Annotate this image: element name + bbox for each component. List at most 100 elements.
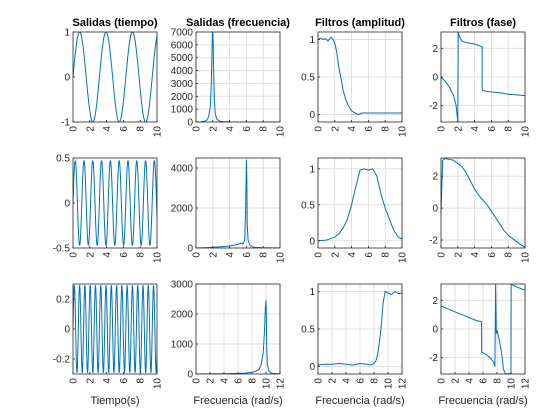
x-tick-label: 8 <box>259 126 270 132</box>
y-tick-label: 0.5 <box>301 200 315 211</box>
x-tick-label: 0 <box>437 252 448 258</box>
series-line-0 <box>318 36 402 115</box>
x-tick-label: 2 <box>453 252 464 258</box>
y-tick-label: -0.5 <box>53 244 71 255</box>
y-tick-label: -2 <box>429 236 438 247</box>
x-tick-label: 8 <box>504 252 515 258</box>
x-tick-label: 4 <box>470 126 481 132</box>
x-tick-label: 10 <box>521 126 532 138</box>
x-axis-label: Tiempo(s) <box>90 395 139 407</box>
plot-area <box>318 158 402 248</box>
x-tick-label: 4 <box>465 378 476 384</box>
y-tick-label: 2 <box>432 172 438 183</box>
y-tick-label: 1 <box>64 28 70 39</box>
y-tick-label: -2 <box>429 353 438 364</box>
series-line-0 <box>196 159 280 248</box>
x-tick-label: 0 <box>192 126 203 132</box>
x-tick-label: 8 <box>381 252 392 258</box>
y-tick-label: 2000 <box>171 310 194 321</box>
x-tick-label: 4 <box>347 252 358 258</box>
subplot-title: Salidas (tiempo) <box>73 17 158 29</box>
subplot-p5: 0 2 4 6 8 10-0.500.5 <box>53 154 164 264</box>
y-tick-label: 2000 <box>171 204 194 215</box>
y-tick-label: 0 <box>64 73 70 84</box>
series-line-0 <box>73 32 157 122</box>
subplot-p7: 0 2 4 6 8 1000.51 <box>301 157 409 264</box>
y-tick-label: 3000 <box>171 280 194 291</box>
x-tick-label: 2 <box>451 378 462 384</box>
y-tick-label: 5000 <box>171 53 194 64</box>
x-tick-label: 6 <box>364 252 375 258</box>
x-tick-label: 6 <box>119 252 130 258</box>
subplot-title: Filtros (fase) <box>450 17 516 29</box>
series-line-0 <box>441 284 525 374</box>
y-tick-label: -2 <box>429 101 438 112</box>
x-tick-label: 0 <box>314 378 325 384</box>
x-tick-label: 6 <box>242 126 253 132</box>
x-tick-label: 8 <box>370 378 381 384</box>
y-tick-label: 0.5 <box>301 325 315 336</box>
x-tick-label: 8 <box>381 126 392 132</box>
y-tick-label: 0 <box>187 244 193 255</box>
y-tick-label: 0 <box>309 236 315 247</box>
x-tick-label: 4 <box>220 378 231 384</box>
subplot-p2: 0 2 4 6 8 1001000200030004000500060007000Sali… <box>171 17 291 137</box>
x-tick-label: 6 <box>242 252 253 258</box>
y-tick-label: 6000 <box>171 40 194 51</box>
y-tick-label: 2 <box>432 44 438 55</box>
x-tick-label: 2 <box>453 126 464 132</box>
x-tick-label: 6 <box>364 126 375 132</box>
x-tick-label: 0 <box>69 378 80 384</box>
x-tick-label: 4 <box>342 378 353 384</box>
x-tick-label: 10 <box>153 252 164 264</box>
x-tick-label: 12 <box>521 378 532 390</box>
x-axis-label: Frecuencia (rad/s) <box>315 395 404 407</box>
x-tick-label: 2 <box>208 126 219 132</box>
x-tick-label: 2 <box>85 126 96 132</box>
x-axis-label: Frecuencia (rad/s) <box>438 395 527 407</box>
series-line-0 <box>318 168 402 242</box>
y-tick-label: 0.5 <box>56 154 70 165</box>
y-tick-label: 1 <box>309 164 315 175</box>
x-tick-label: 10 <box>262 378 273 390</box>
x-tick-label: 10 <box>507 378 518 390</box>
x-tick-label: 0 <box>69 252 80 258</box>
y-tick-label: 0 <box>187 118 193 129</box>
x-tick-label: 10 <box>398 126 409 138</box>
y-tick-label: 0 <box>309 110 315 121</box>
x-tick-label: 0 <box>437 378 448 384</box>
x-tick-label: 8 <box>136 126 147 132</box>
x-tick-label: 6 <box>119 378 130 384</box>
x-tick-label: 2 <box>208 252 219 258</box>
series-line-0 <box>318 291 402 366</box>
x-tick-label: 0 <box>69 126 80 132</box>
x-tick-label: 10 <box>276 252 287 264</box>
x-tick-label: 6 <box>119 126 130 132</box>
x-tick-label: 8 <box>259 252 270 258</box>
y-tick-label: 0 <box>432 204 438 215</box>
plot-area <box>441 158 525 248</box>
x-tick-label: 2 <box>330 126 341 132</box>
x-tick-label: 0 <box>192 378 203 384</box>
x-tick-label: 10 <box>398 252 409 264</box>
y-tick-label: 0 <box>432 325 438 336</box>
x-tick-label: 10 <box>384 378 395 390</box>
series-line-0 <box>73 285 157 373</box>
x-tick-label: 2 <box>206 378 217 384</box>
x-tick-label: 2 <box>85 378 96 384</box>
x-tick-label: 10 <box>521 252 532 264</box>
y-tick-label: 0 <box>309 362 315 373</box>
plot-area <box>73 32 157 122</box>
x-tick-label: 0 <box>192 252 203 258</box>
x-tick-label: 6 <box>356 378 367 384</box>
x-tick-label: 12 <box>276 378 287 390</box>
x-tick-label: 4 <box>102 252 113 258</box>
x-tick-label: 0 <box>437 126 448 132</box>
x-tick-label: 4 <box>102 378 113 384</box>
x-tick-label: 4 <box>347 126 358 132</box>
